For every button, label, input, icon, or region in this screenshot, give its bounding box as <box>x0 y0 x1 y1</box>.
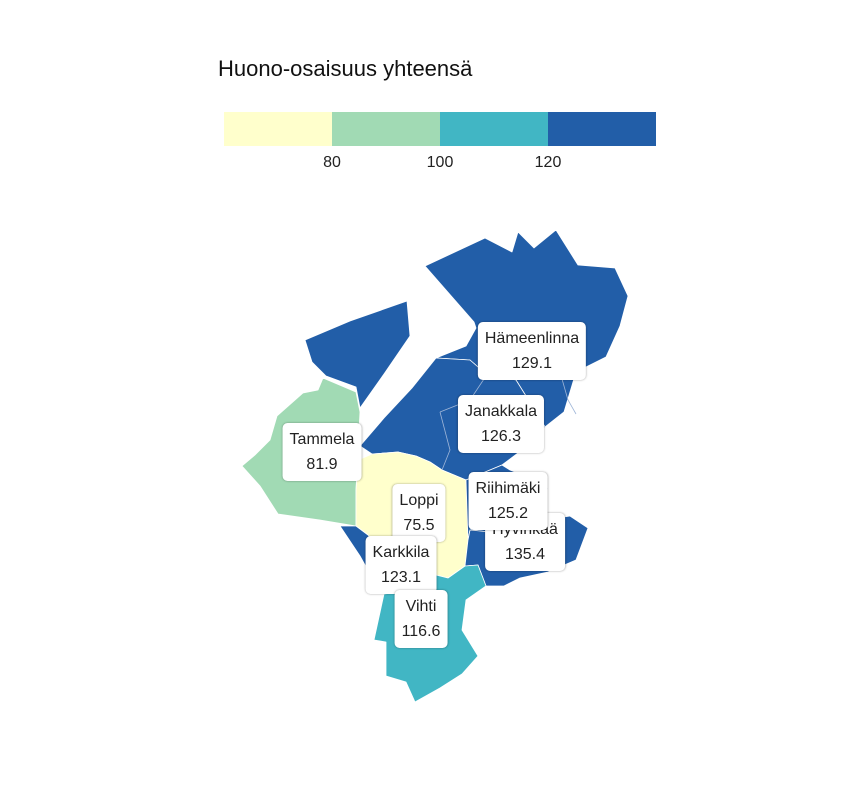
region-value: 125.2 <box>487 505 529 522</box>
legend-swatch-4 <box>548 112 656 146</box>
region-value: 81.9 <box>306 456 338 473</box>
region-name: Vihti <box>405 598 437 615</box>
region-name: Riihimäki <box>475 480 541 497</box>
region-name: Hämeenlinna <box>484 330 580 347</box>
map-label-karkkila: Karkkila 123.1 <box>365 536 437 594</box>
region-value: 116.6 <box>401 623 441 640</box>
region-value: 126.3 <box>480 428 522 445</box>
region-name: Loppi <box>399 492 439 509</box>
region-name: Karkkila <box>372 544 430 561</box>
map-label-loppi: Loppi 75.5 <box>392 484 446 542</box>
legend-tick-120: 120 <box>534 154 562 171</box>
boundary-hameenlinna-east <box>559 371 577 415</box>
region-name: Janakkala <box>464 403 538 420</box>
map-label-hameenlinna: Hämeenlinna 129.1 <box>477 322 587 380</box>
legend-title: Huono-osaisuus yhteensä <box>218 56 473 81</box>
region-value: 75.5 <box>403 517 435 534</box>
legend-tick-100: 100 <box>426 154 454 171</box>
legend-swatch-1 <box>224 112 332 146</box>
map-label-vihti: Vihti 116.6 <box>394 590 448 648</box>
map-label-tammela: Tammela 81.9 <box>282 423 362 481</box>
region-value: 129.1 <box>511 355 553 372</box>
region-hameenlinna-west[interactable] <box>304 300 411 409</box>
region-value: 135.4 <box>504 546 546 563</box>
region-value: 123.1 <box>380 569 422 586</box>
legend-tick-80: 80 <box>323 154 341 171</box>
region-name: Tammela <box>289 431 355 448</box>
legend-swatch-3 <box>440 112 548 146</box>
map-label-janakkala: Janakkala 126.3 <box>457 395 545 453</box>
legend-swatch-2 <box>332 112 440 146</box>
map-label-riihimaki: Riihimäki 125.2 <box>468 472 548 530</box>
legend-color-bar <box>224 112 656 146</box>
